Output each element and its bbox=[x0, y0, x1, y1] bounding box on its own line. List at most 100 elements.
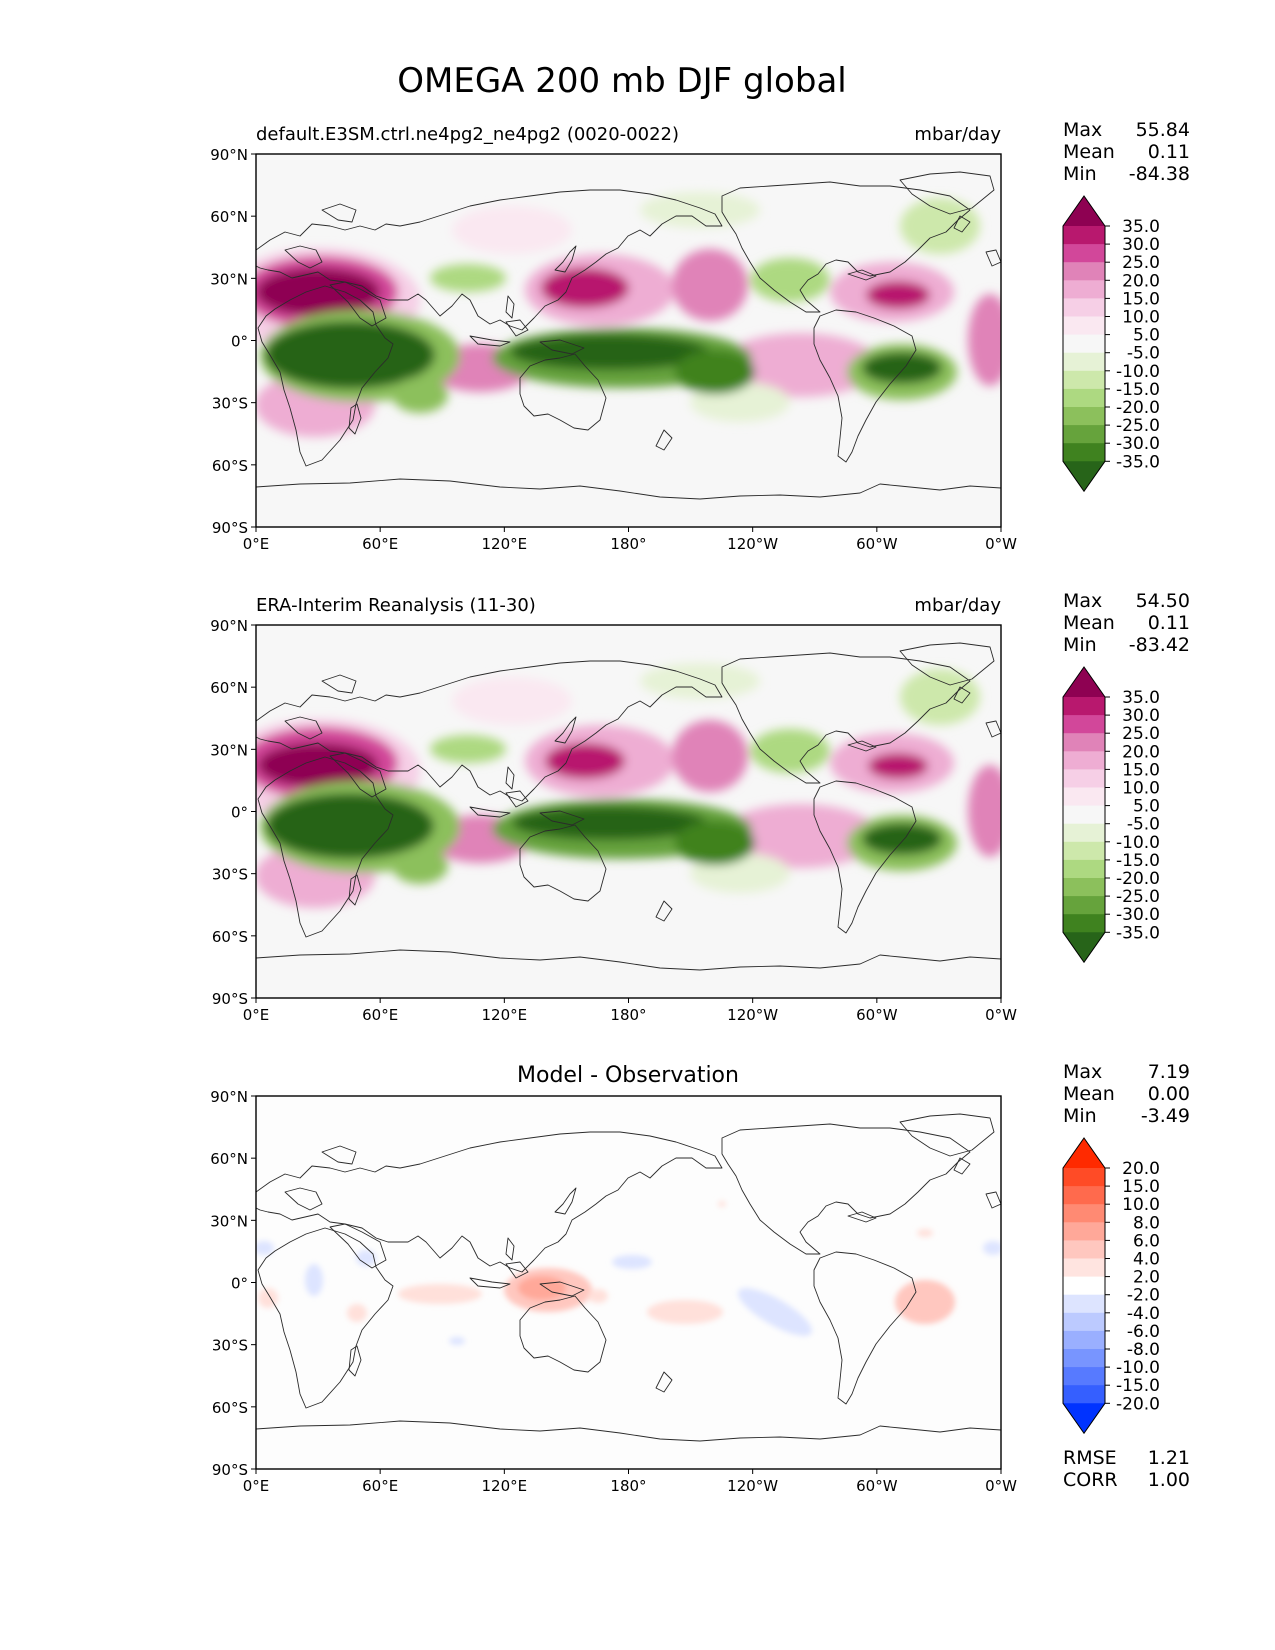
panel-label-right: mbar/day bbox=[914, 124, 1001, 145]
diff-indian-ocean bbox=[398, 1284, 482, 1304]
stat-label: Mean bbox=[1063, 1083, 1115, 1105]
subsidence-caribbean-core bbox=[866, 281, 930, 309]
ascent-arctic bbox=[900, 198, 980, 254]
colorbar-label: -10.0 bbox=[1116, 1358, 1160, 1378]
colorbar-label: -10.0 bbox=[1116, 833, 1160, 853]
subsidence-pacific-north-outer bbox=[452, 206, 572, 254]
colorbar-swatch bbox=[1063, 1294, 1105, 1314]
colorbar: 35.030.025.020.015.010.05.0-5.0-10.0-15.… bbox=[1062, 195, 1160, 493]
diff-india-negative bbox=[449, 1337, 465, 1345]
ascent-siberia bbox=[640, 663, 760, 699]
colorbar-label: -20.0 bbox=[1116, 869, 1160, 889]
stats-table: Max 54.50 Mean 0.11 Min -83.42 bbox=[1063, 590, 1190, 656]
colorbar-swatch bbox=[1063, 841, 1105, 861]
colorbar-label: -2.0 bbox=[1127, 1286, 1160, 1306]
ascent-siberia bbox=[640, 192, 760, 228]
colorbar-label: -10.0 bbox=[1116, 362, 1160, 382]
diff-south-america bbox=[895, 1280, 955, 1324]
colorbar-swatch bbox=[1063, 769, 1105, 788]
colorbar-swatch bbox=[1063, 823, 1105, 843]
colorbar-label: -15.0 bbox=[1116, 380, 1160, 400]
stat-label: Min bbox=[1063, 634, 1097, 656]
colorbar-swatch bbox=[1063, 316, 1105, 336]
x-tick-label: 60°W bbox=[856, 1477, 898, 1495]
x-tick-label: 120°W bbox=[727, 1006, 778, 1024]
ascent-amazon-core bbox=[862, 352, 942, 384]
diff-arabia-negative bbox=[356, 1250, 376, 1266]
colorbar-label: 35.0 bbox=[1122, 688, 1160, 708]
x-tick-label: 0°E bbox=[243, 1006, 270, 1024]
panel-difference: Model - Observation bbox=[210, 1061, 1190, 1495]
x-tick-label: 0°W bbox=[985, 535, 1017, 553]
x-tick-label: 0°W bbox=[985, 1006, 1017, 1024]
colorbar-label: -30.0 bbox=[1116, 905, 1160, 925]
error-stats: RMSE 1.21 CORR 1.00 bbox=[1063, 1447, 1190, 1491]
panel-model: default.E3SM.ctrl.ne4pg2_ne4pg2 (0020-00… bbox=[210, 119, 1190, 553]
colorbar-swatch bbox=[1063, 1276, 1105, 1296]
contour-field bbox=[256, 171, 1001, 500]
stat-value: -84.38 bbox=[1129, 163, 1190, 185]
y-tick-label: 90°S bbox=[212, 990, 248, 1008]
diff-pacific-negative bbox=[612, 1255, 652, 1269]
contour-field bbox=[256, 1113, 1001, 1442]
colorbar-label: 2.0 bbox=[1133, 1268, 1160, 1288]
y-tick-label: 0° bbox=[231, 804, 248, 822]
colorbar-swatch bbox=[1063, 1367, 1105, 1386]
colorbar-label: 15.0 bbox=[1122, 1177, 1160, 1197]
colorbar-swatch bbox=[1063, 226, 1105, 245]
y-tick-label: 90°S bbox=[212, 519, 248, 537]
stat-value: -83.42 bbox=[1129, 634, 1190, 656]
colorbar-label: 15.0 bbox=[1122, 760, 1160, 780]
x-ticks: 0°E 60°E 120°E 180° 120°W 60°W 0°W bbox=[243, 998, 1017, 1024]
colorbar-label: -15.0 bbox=[1116, 851, 1160, 871]
y-tick-label: 30°N bbox=[210, 741, 248, 759]
colorbar-label: -4.0 bbox=[1127, 1304, 1160, 1324]
x-tick-label: 60°E bbox=[362, 1006, 398, 1024]
colorbar-swatch bbox=[1063, 1240, 1105, 1259]
colorbar-swatch bbox=[1063, 1349, 1105, 1368]
subsidence-sepac bbox=[720, 804, 880, 868]
ascent-pacific-core bbox=[510, 334, 710, 370]
panel-label-center: Model - Observation bbox=[517, 1063, 739, 1088]
colorbar-extension-top bbox=[1063, 1138, 1105, 1168]
subsidence-pacific-north-outer bbox=[452, 677, 572, 725]
colorbar-extension-bottom bbox=[1063, 932, 1105, 963]
colorbar-label: -15.0 bbox=[1116, 1376, 1160, 1396]
colorbar-swatch bbox=[1063, 878, 1105, 897]
colorbar-swatch bbox=[1063, 298, 1105, 317]
x-tick-label: 60°W bbox=[856, 1006, 898, 1024]
y-tick-label: 30°S bbox=[212, 1337, 248, 1355]
colorbar-swatch bbox=[1063, 787, 1105, 807]
diff-caribbean bbox=[917, 1229, 933, 1237]
x-tick-label: 0°E bbox=[243, 535, 270, 553]
ascent-arctic bbox=[900, 669, 980, 725]
ascent-pacific-tail bbox=[675, 350, 755, 394]
panel-label-right: mbar/day bbox=[914, 595, 1001, 616]
colorbar-label: 35.0 bbox=[1122, 217, 1160, 237]
colorbar-swatch bbox=[1063, 443, 1105, 462]
x-ticks: 0°E 60°E 120°E 180° 120°W 60°W 0°W bbox=[243, 1469, 1017, 1495]
x-tick-label: 120°E bbox=[482, 1477, 528, 1495]
colorbar-swatch bbox=[1063, 1204, 1105, 1223]
panel-label-left: default.E3SM.ctrl.ne4pg2_ne4pg2 (0020-00… bbox=[256, 124, 679, 145]
stat-label: Max bbox=[1063, 119, 1102, 141]
stat-value: 1.00 bbox=[1148, 1469, 1190, 1491]
colorbar-extension-bottom bbox=[1063, 1403, 1105, 1434]
colorbar-swatch bbox=[1063, 407, 1105, 426]
colorbar-label: -20.0 bbox=[1116, 1394, 1160, 1414]
colorbar-label: 20.0 bbox=[1122, 1159, 1160, 1179]
x-tick-label: 120°E bbox=[482, 1006, 528, 1024]
diff-timor bbox=[588, 1289, 608, 1303]
subsidence-hawaii bbox=[672, 720, 748, 792]
colorbar-label: 10.0 bbox=[1122, 1195, 1160, 1215]
colorbar-label: 8.0 bbox=[1133, 1213, 1160, 1233]
colorbar-swatch bbox=[1063, 1186, 1105, 1205]
ascent-africa-core bbox=[266, 793, 434, 859]
subsidence-hawaii bbox=[672, 249, 748, 321]
colorbar-swatch bbox=[1063, 334, 1105, 354]
x-tick-label: 120°W bbox=[727, 535, 778, 553]
colorbar-swatch bbox=[1063, 859, 1105, 879]
colorbar-swatch bbox=[1063, 370, 1105, 390]
diff-africa-west bbox=[258, 1288, 278, 1308]
